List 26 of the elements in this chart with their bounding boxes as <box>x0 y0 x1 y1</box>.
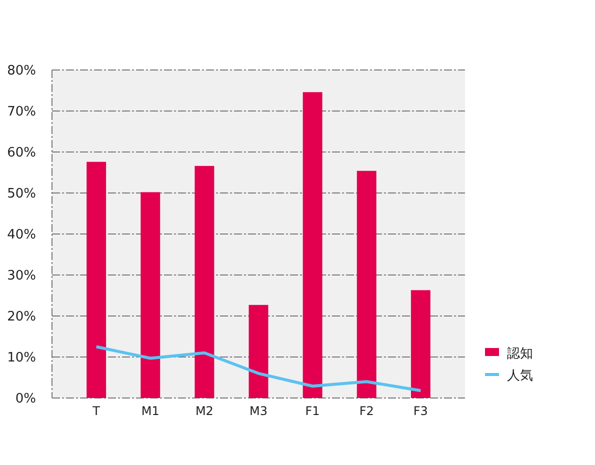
x-tick-label: F1 <box>305 404 320 418</box>
bar <box>302 92 322 398</box>
bar <box>356 170 376 398</box>
legend-label: 人気 <box>507 368 533 384</box>
bar <box>140 192 160 398</box>
bar <box>410 290 430 398</box>
y-tick-label: 60% <box>7 146 36 161</box>
bar <box>248 304 268 398</box>
y-tick-label: 20% <box>7 310 36 325</box>
x-tick-label: M1 <box>141 404 160 418</box>
bar <box>194 166 214 398</box>
y-tick-label: 70% <box>7 104 36 120</box>
x-tick-label: F3 <box>413 404 428 418</box>
x-tick-label: M2 <box>195 404 214 418</box>
bar <box>86 162 106 398</box>
x-tick-label: T <box>92 404 101 418</box>
y-tick-label: 10% <box>7 350 36 366</box>
x-tick-label: F2 <box>359 404 374 418</box>
y-tick-label: 0% <box>15 392 36 407</box>
y-tick-label: 30% <box>7 268 36 284</box>
x-tick-label: M3 <box>250 404 268 418</box>
y-tick-label: 50% <box>7 186 36 202</box>
legend-label: 認知 <box>507 346 533 362</box>
y-tick-label: 80% <box>7 64 36 79</box>
line-series <box>94 345 422 392</box>
y-tick-label: 40% <box>7 228 36 243</box>
